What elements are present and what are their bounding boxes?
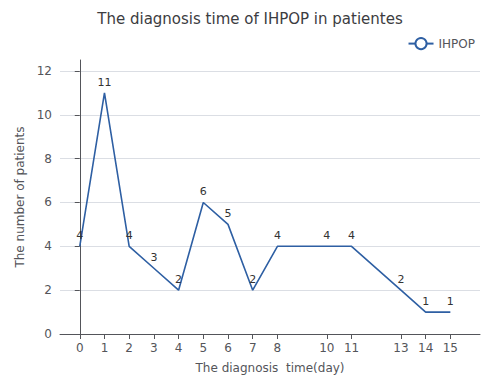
svg-text:0: 0 <box>76 341 84 355</box>
svg-text:1: 1 <box>101 341 109 355</box>
svg-text:6: 6 <box>200 185 207 198</box>
svg-text:4: 4 <box>274 229 281 242</box>
svg-text:4: 4 <box>348 229 355 242</box>
svg-text:1: 1 <box>447 295 454 308</box>
svg-text:12: 12 <box>37 64 52 78</box>
svg-text:The number of patients: The number of patients <box>13 126 27 268</box>
svg-text:3: 3 <box>150 251 157 264</box>
svg-text:6: 6 <box>44 195 52 209</box>
svg-text:11: 11 <box>97 76 111 89</box>
svg-text:11: 11 <box>344 341 359 355</box>
svg-text:5: 5 <box>199 341 207 355</box>
svg-text:The diagnosis time(day): The diagnosis time(day) <box>194 361 344 375</box>
svg-text:6: 6 <box>224 341 232 355</box>
svg-text:13: 13 <box>393 341 408 355</box>
svg-text:The diagnosis time of IHPOP in: The diagnosis time of IHPOP in patientes <box>96 10 403 28</box>
svg-text:2: 2 <box>125 341 133 355</box>
svg-text:1: 1 <box>422 295 429 308</box>
svg-text:14: 14 <box>418 341 433 355</box>
svg-text:4: 4 <box>175 341 183 355</box>
svg-text:3: 3 <box>150 341 158 355</box>
svg-text:2: 2 <box>175 273 182 286</box>
svg-text:0: 0 <box>44 327 52 341</box>
svg-text:IHPOP: IHPOP <box>439 37 475 51</box>
svg-text:5: 5 <box>225 207 232 220</box>
svg-text:8: 8 <box>44 152 52 166</box>
svg-text:4: 4 <box>323 229 330 242</box>
svg-text:8: 8 <box>274 341 282 355</box>
svg-text:2: 2 <box>397 273 404 286</box>
svg-text:15: 15 <box>443 341 458 355</box>
svg-text:4: 4 <box>76 229 83 242</box>
svg-text:2: 2 <box>44 283 52 297</box>
svg-text:7: 7 <box>249 341 257 355</box>
svg-text:4: 4 <box>44 239 52 253</box>
svg-text:2: 2 <box>249 273 256 286</box>
svg-text:10: 10 <box>37 108 52 122</box>
svg-text:4: 4 <box>126 229 133 242</box>
svg-text:10: 10 <box>319 341 334 355</box>
